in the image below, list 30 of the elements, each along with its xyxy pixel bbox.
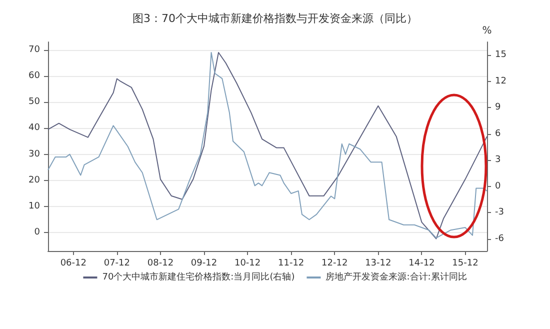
y2-tick-label: 0 bbox=[495, 181, 501, 192]
y-tick-label: 60 bbox=[28, 70, 40, 81]
x-tick-label: 12-12 bbox=[322, 258, 348, 268]
x-tick-label: 09-12 bbox=[190, 258, 218, 268]
x-tick-label: 07-12 bbox=[104, 258, 130, 268]
y-tick-label: 0 bbox=[34, 228, 40, 238]
chart-title: 图3：70个大中城市新建价格指数与开发资金来源（同比） bbox=[132, 12, 418, 25]
y-tick-label: 70 bbox=[28, 44, 40, 55]
y2-tick-label: 15 bbox=[495, 50, 506, 60]
x-tick-label: 06-12 bbox=[60, 258, 86, 268]
x-tick-label: 13-12 bbox=[365, 258, 392, 268]
y-tick-label: 20 bbox=[28, 175, 40, 186]
x-tick-label: 14-12 bbox=[408, 258, 435, 268]
y-tick-label: 10 bbox=[28, 202, 40, 212]
y2-tick-label: 9 bbox=[495, 102, 501, 113]
x-tick-label: 15-12 bbox=[452, 258, 478, 268]
y-tick-label: 30 bbox=[28, 149, 40, 160]
y2-tick-label: -3 bbox=[495, 208, 504, 218]
x-tick-label: 08-12 bbox=[147, 258, 174, 268]
y-tick-label: 40 bbox=[28, 123, 40, 134]
y-tick-label: 50 bbox=[28, 97, 40, 108]
x-tick-label: 10-12 bbox=[234, 258, 261, 268]
y2-tick-label: 3 bbox=[495, 155, 501, 166]
y2-tick-label: 12 bbox=[495, 76, 506, 86]
legend-label: 70个大中城市新建住宅价格指数:当月同比(右轴) bbox=[102, 272, 295, 282]
y2-tick-label: -6 bbox=[495, 234, 504, 244]
legend-label: 房地产开发资金来源:合计:累计同比 bbox=[326, 272, 467, 282]
y2-tick-label: 6 bbox=[495, 128, 501, 139]
y2-axis-title: % bbox=[482, 26, 492, 36]
x-tick-label: 11-12 bbox=[278, 258, 304, 268]
